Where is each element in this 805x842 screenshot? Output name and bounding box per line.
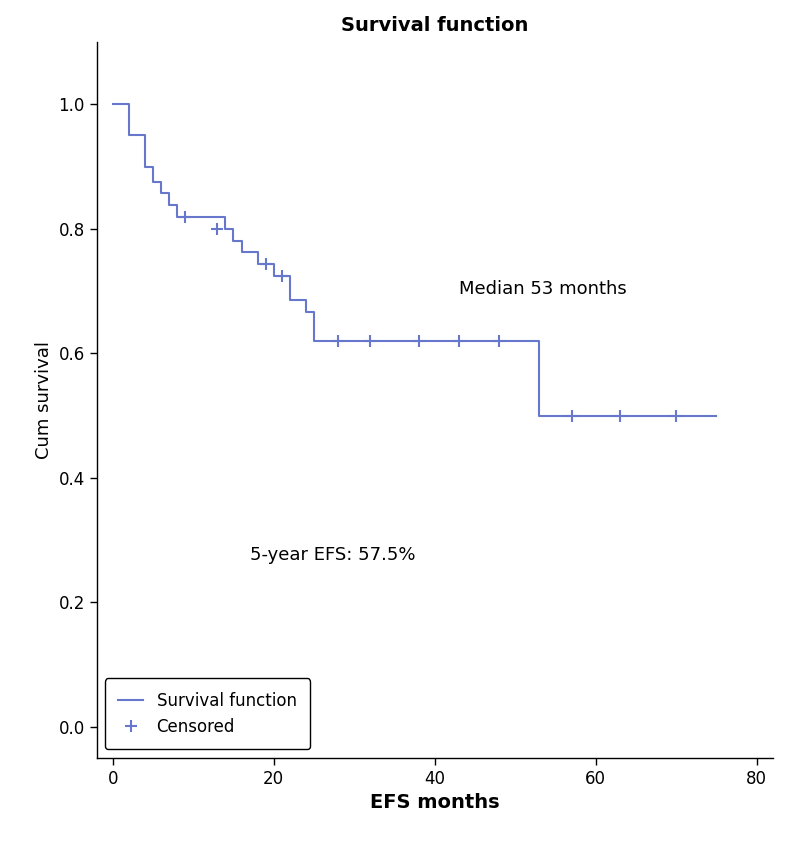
Legend: Survival function, Censored: Survival function, Censored xyxy=(105,679,310,749)
X-axis label: EFS months: EFS months xyxy=(369,793,500,813)
Text: Median 53 months: Median 53 months xyxy=(459,280,626,298)
Text: 5-year EFS: 57.5%: 5-year EFS: 57.5% xyxy=(250,546,415,564)
Title: Survival function: Survival function xyxy=(341,16,528,35)
Y-axis label: Cum survival: Cum survival xyxy=(35,341,53,459)
